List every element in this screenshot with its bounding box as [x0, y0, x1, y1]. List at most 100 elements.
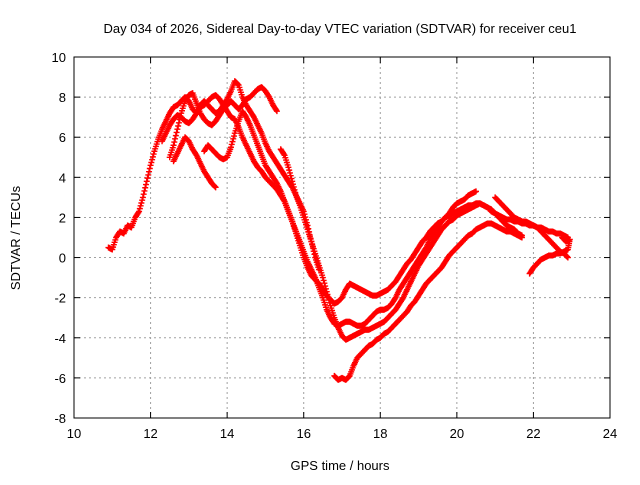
- data-point: [138, 200, 145, 207]
- data-point: [303, 219, 310, 226]
- data-point: [228, 141, 235, 148]
- x-tick-label: 24: [603, 426, 617, 441]
- y-tick-label: 0: [59, 251, 66, 266]
- x-tick-label: 16: [296, 426, 310, 441]
- data-point: [289, 178, 296, 185]
- x-tick-label: 14: [220, 426, 234, 441]
- data-point: [137, 202, 144, 209]
- x-tick-label: 22: [526, 426, 540, 441]
- data-point: [149, 153, 156, 160]
- y-tick-label: 2: [59, 210, 66, 225]
- data-point: [319, 274, 326, 281]
- data-point: [149, 156, 156, 163]
- data-point: [227, 144, 234, 151]
- data-point: [139, 194, 146, 201]
- data-point: [518, 234, 525, 241]
- x-tick-label: 12: [143, 426, 157, 441]
- data-point: [150, 151, 157, 158]
- series-pass-2: [159, 78, 525, 343]
- data-point: [176, 116, 183, 123]
- data-point: [559, 234, 566, 241]
- data-point: [145, 171, 152, 178]
- data-point: [316, 266, 323, 273]
- data-point: [212, 184, 219, 191]
- data-point: [172, 132, 179, 139]
- data-point: [147, 162, 154, 169]
- data-point: [286, 167, 293, 174]
- series-pass-4: [170, 134, 219, 191]
- data-point: [311, 251, 318, 258]
- data-points: [105, 78, 573, 383]
- data-point: [177, 113, 184, 120]
- data-point: [307, 235, 314, 242]
- data-point: [287, 172, 294, 179]
- data-point: [304, 222, 311, 229]
- x-tick-label: 10: [67, 426, 81, 441]
- data-point: [300, 208, 307, 215]
- data-point: [139, 197, 146, 204]
- data-point: [292, 189, 299, 196]
- data-point: [273, 106, 280, 113]
- data-point: [148, 159, 155, 166]
- y-tick-label: 8: [59, 90, 66, 105]
- data-point: [172, 135, 179, 142]
- data-point: [170, 142, 177, 149]
- data-point: [302, 214, 309, 221]
- data-point: [564, 254, 571, 261]
- data-point: [135, 209, 142, 216]
- chart-title: Day 034 of 2026, Sidereal Day-to-day VTE…: [103, 21, 576, 36]
- data-point: [306, 232, 313, 239]
- data-point: [211, 183, 218, 190]
- data-point: [289, 181, 296, 188]
- y-tick-label: -8: [54, 411, 66, 426]
- data-point: [306, 228, 313, 235]
- series-pass-9: [526, 234, 573, 277]
- data-point: [142, 184, 149, 191]
- data-point: [230, 135, 237, 142]
- data-point: [229, 138, 236, 145]
- plot-border: [73, 56, 611, 419]
- data-point: [303, 216, 310, 223]
- data-point: [473, 188, 479, 195]
- data-point: [309, 244, 316, 251]
- data-point: [142, 181, 149, 188]
- data-point: [309, 241, 316, 248]
- data-point: [146, 165, 153, 172]
- series-pass-5: [201, 108, 571, 307]
- y-tick-label: -4: [54, 331, 66, 346]
- x-axis-label: GPS time / hours: [291, 458, 390, 473]
- data-point: [175, 119, 182, 126]
- y-tick-label: -2: [54, 291, 66, 306]
- data-point: [564, 253, 571, 260]
- data-point: [141, 187, 148, 194]
- data-point: [320, 277, 327, 284]
- data-point: [136, 208, 143, 215]
- y-tick-label: 4: [59, 170, 66, 185]
- y-tick-label: 6: [59, 130, 66, 145]
- data-point: [290, 183, 297, 190]
- series-pass-3: [166, 84, 280, 161]
- data-point: [143, 178, 150, 185]
- series-pass-7: [331, 220, 525, 383]
- data-point: [144, 175, 151, 182]
- x-tick-label: 20: [450, 426, 464, 441]
- data-point: [171, 139, 178, 146]
- x-tick-label: 18: [373, 426, 387, 441]
- y-tick-label: 10: [52, 50, 66, 65]
- data-point: [280, 151, 287, 158]
- data-point: [286, 169, 293, 176]
- data-point: [273, 108, 280, 115]
- data-point: [291, 186, 298, 193]
- data-point: [231, 133, 238, 140]
- data-point: [288, 175, 295, 182]
- data-point: [174, 126, 181, 133]
- data-point: [173, 129, 180, 136]
- data-point: [136, 205, 143, 212]
- data-point: [305, 225, 312, 232]
- data-point: [310, 248, 317, 255]
- grid-lines: [74, 57, 610, 418]
- data-point: [559, 235, 566, 242]
